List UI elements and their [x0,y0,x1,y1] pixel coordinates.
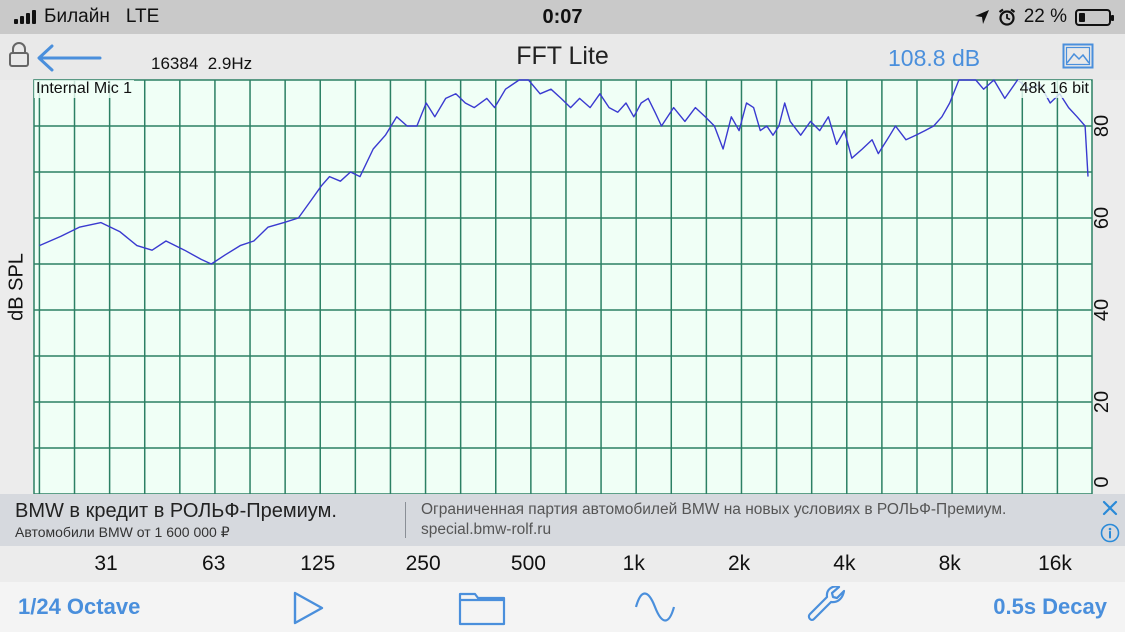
frequency-tick-label: 16k [1038,552,1072,575]
battery-percent: 22 % [1023,6,1067,27]
alarm-icon [998,8,1015,26]
ad-info-icon[interactable] [1098,522,1122,544]
octave-resolution-button[interactable]: 1/24 Octave [18,594,141,619]
location-icon [974,10,989,24]
folder-icon[interactable] [458,588,506,626]
play-icon[interactable] [290,590,326,626]
frequency-axis: 31 63 125 250 500 1k 2k 4k 8k 16k [0,546,1125,582]
ad-title[interactable]: BMW в кредит в РОЛЬФ-Премиум. [15,500,337,522]
y-tick-labels: 80 60 40 20 0 [1091,115,1113,488]
lock-icon[interactable] [8,42,30,68]
ad-divider [405,502,406,538]
app-header: 16384 2.9Hz FFT Lite 108.8 dB [0,34,1125,80]
plot-frame [33,79,1093,495]
sample-format-label: 48k 16 bit [1017,80,1091,98]
input-source-label: Internal Mic 1 [34,80,135,98]
bottom-toolbar: 1/24 Octave 0.5s Decay [0,582,1125,632]
carrier-name: Билайн [44,6,110,27]
plot-background [34,80,1092,494]
frequency-tick-label: 63 [202,552,226,575]
ad-description: Ограниченная партия автомобилей BMW на н… [421,501,1007,538]
battery-level-fill [1079,12,1086,22]
ad-banner[interactable]: BMW в кредит в РОЛЬФ-Премиум. Автомобили… [0,494,1125,546]
battery-icon [1075,8,1114,26]
clock: 0:07 [542,6,583,28]
sine-wave-icon[interactable] [634,592,676,622]
frequency-tick-label: 4k [833,552,856,575]
sound-level-readout[interactable]: 108.8 dB [888,45,981,71]
signal-strength-icon [14,10,36,24]
frequency-tick-label: 8k [938,552,961,575]
fft-size-resolution: 16384 2.9Hz [151,54,253,73]
grid [33,79,1093,495]
y-axis-label: dB SPL [5,253,28,321]
y-tick-label: 20 [1091,391,1113,413]
wrench-icon[interactable] [806,586,850,628]
frequency-tick-label: 31 [94,552,118,575]
screenshot-image-icon[interactable] [1062,43,1094,69]
frequency-tick-label: 500 [510,552,546,575]
ad-subtitle: Автомобили BMW от 1 600 000 ₽ [15,524,230,540]
frequency-tick-label: 2k [727,552,751,575]
frequency-tick-label: 1k [622,552,645,575]
decay-time-button[interactable]: 0.5s Decay [993,594,1107,619]
y-tick-label: 40 [1091,299,1113,321]
series-layer [39,79,1089,265]
ad-close-icon[interactable] [1098,498,1122,520]
back-arrow-icon[interactable] [36,44,102,72]
y-axis-label-wrap: dB SPL [2,80,32,494]
frequency-tick-label: 250 [405,552,441,575]
spectrum-line-0 [39,79,1089,265]
y-tick-label: 60 [1091,207,1113,229]
network-type: LTE [125,6,160,27]
y-tick-label: 0 [1091,476,1113,487]
status-bar: Билайн LTE 0:07 22 % [0,0,1125,34]
frequency-tick-label: 125 [300,552,336,575]
y-tick-label: 80 [1091,115,1113,137]
